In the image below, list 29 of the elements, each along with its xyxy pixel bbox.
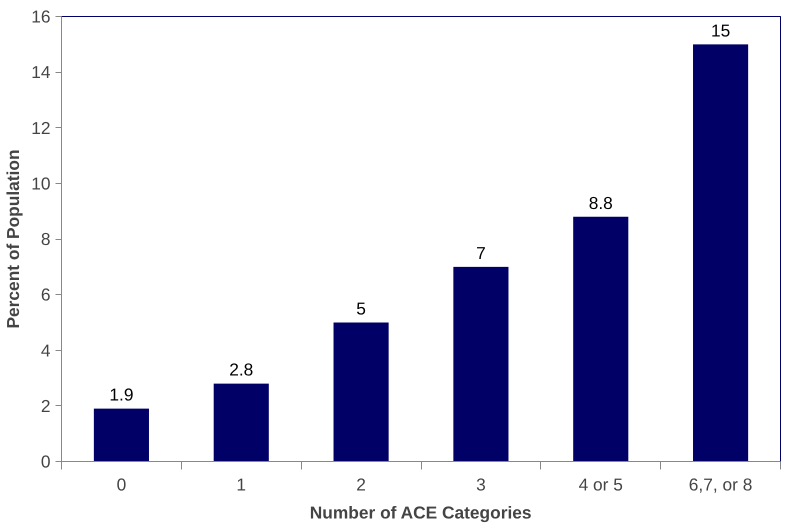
y-axis-title: Percent of Population — [3, 149, 24, 329]
x-tick-label: 0 — [116, 474, 126, 494]
y-tick-label: 0 — [40, 452, 51, 472]
data-label: 8.8 — [588, 192, 613, 213]
y-tick-label: 8 — [40, 229, 51, 249]
data-label: 7 — [476, 242, 486, 263]
bar — [573, 216, 628, 462]
bar — [94, 408, 149, 462]
x-tick-label: 1 — [236, 474, 246, 494]
x-tick-label: 4 or 5 — [578, 474, 623, 494]
y-tick-label: 10 — [31, 173, 51, 194]
y-tick-label: 14 — [31, 62, 51, 82]
y-tick-label: 16 — [31, 6, 51, 26]
bar — [693, 44, 748, 462]
bar — [334, 322, 389, 462]
y-tick-label: 6 — [40, 284, 51, 305]
y-tick-label: 12 — [31, 118, 51, 138]
x-tick-label: 6,7, or 8 — [688, 474, 752, 494]
data-label: 5 — [356, 298, 366, 318]
x-tick-label: 2 — [356, 474, 366, 494]
y-tick-label: 2 — [40, 396, 51, 416]
data-label: 1.9 — [109, 384, 134, 405]
x-axis-title: Number of ACE Categories — [310, 502, 532, 522]
data-label: 2.8 — [229, 360, 254, 380]
y-tick-label: 4 — [40, 340, 51, 360]
data-label: 15 — [710, 20, 730, 40]
bar — [453, 266, 508, 462]
x-tick-label: 3 — [476, 474, 486, 494]
bar — [214, 384, 269, 462]
